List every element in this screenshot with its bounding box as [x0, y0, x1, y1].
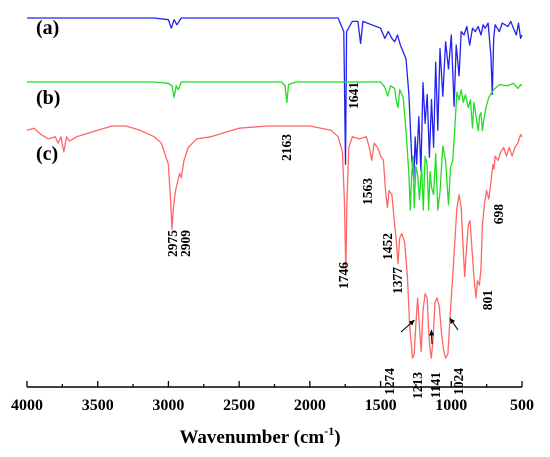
series-label-b: (b) — [36, 87, 60, 109]
x-axis-title-close: ) — [334, 427, 340, 448]
peak-label-698: 698 — [491, 204, 506, 225]
peak-label-1024: 1024 — [451, 368, 466, 395]
peak-label-2163: 2163 — [279, 134, 294, 161]
x-tick-label-500: 500 — [510, 397, 534, 414]
series-label-c: (c) — [36, 143, 58, 165]
peak-label-1746: 1746 — [336, 262, 351, 289]
peak-label-1452: 1452 — [380, 233, 395, 260]
x-tick-label-2000: 2000 — [294, 397, 326, 414]
arrow-1274-head — [408, 320, 415, 326]
peak-label-1641: 1641 — [346, 82, 361, 109]
arrow-1141-head — [428, 330, 435, 336]
x-tick-label-3000: 3000 — [152, 397, 184, 414]
x-axis-title: Wavenumber (cm-1) — [179, 424, 340, 448]
spectrum-line-a — [27, 17, 523, 181]
x-axis-ticks: 4000 3500 3000 2500 2000 1500 1000 500 — [11, 381, 534, 414]
x-tick-label-3500: 3500 — [82, 397, 114, 414]
x-tick-label-1000: 1000 — [435, 397, 467, 414]
peak-label-2975: 2975 — [165, 230, 180, 257]
x-tick-label-4000: 4000 — [11, 397, 43, 414]
peak-label-801: 801 — [480, 290, 495, 311]
peak-label-1563: 1563 — [360, 178, 375, 205]
arrow-1024-head — [449, 318, 456, 324]
peak-label-1274: 1274 — [382, 368, 397, 395]
peak-label-2909: 2909 — [178, 230, 193, 257]
peak-label-1213: 1213 — [410, 372, 425, 399]
peak-label-1141: 1141 — [428, 372, 443, 399]
peak-label-1377: 1377 — [390, 267, 405, 294]
spectra-series — [26, 17, 523, 359]
x-axis-title-superscript: -1 — [324, 424, 334, 438]
peak-arrows — [400, 317, 459, 345]
series-label-a: (a) — [36, 17, 59, 39]
x-tick-label-1500: 1500 — [365, 397, 397, 414]
x-axis-title-main: Wavenumber (cm — [179, 427, 324, 448]
spectrum-line-c — [26, 125, 523, 359]
peak-labels: 1641 2163 1563 2975 2909 1746 1452 1377 … — [165, 82, 506, 399]
spectrum-line-b — [27, 81, 523, 211]
plot-area — [26, 17, 523, 359]
x-tick-label-2500: 2500 — [223, 397, 255, 414]
